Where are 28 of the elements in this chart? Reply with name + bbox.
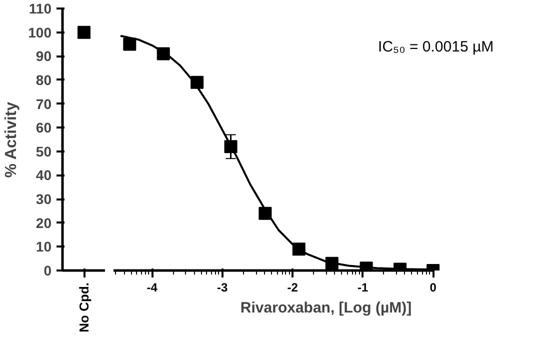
annotation: IC₅₀ = 0.0015 µM bbox=[378, 38, 494, 56]
y-tick-label: 40 bbox=[36, 167, 52, 184]
point bbox=[325, 256, 338, 270]
y-tick-label: 20 bbox=[36, 214, 52, 231]
y-tick-label: 80 bbox=[36, 72, 52, 88]
point bbox=[292, 242, 306, 256]
x-tick-label: 0 bbox=[430, 280, 437, 294]
point bbox=[258, 206, 272, 220]
x-tick-label: -1 bbox=[357, 280, 368, 294]
y-tick-label: 0 bbox=[44, 262, 52, 278]
y-tick-label: 10 bbox=[36, 238, 52, 255]
x-tick-label: -4 bbox=[146, 280, 158, 294]
y-tick-label: 70 bbox=[36, 96, 52, 112]
x-tick-label: -2 bbox=[287, 280, 298, 294]
point bbox=[156, 47, 170, 60]
x-tick-label: No Cpd. bbox=[76, 282, 92, 332]
point bbox=[123, 38, 136, 51]
y-tick-label: 30 bbox=[36, 191, 52, 208]
y-tick-label: 50 bbox=[36, 143, 52, 160]
y-tick-label: 60 bbox=[36, 120, 52, 136]
y-axis-title: % Activity bbox=[3, 102, 20, 178]
y-tick-label: 90 bbox=[36, 48, 52, 64]
y-tick-label: 110 bbox=[28, 0, 52, 16]
x-axis-title: Rivaroxaban, [Log (µM)] bbox=[240, 300, 412, 316]
y-tick-label: 100 bbox=[28, 24, 52, 40]
point bbox=[224, 140, 238, 154]
x-tick-label: -3 bbox=[217, 280, 228, 294]
point bbox=[190, 76, 204, 89]
